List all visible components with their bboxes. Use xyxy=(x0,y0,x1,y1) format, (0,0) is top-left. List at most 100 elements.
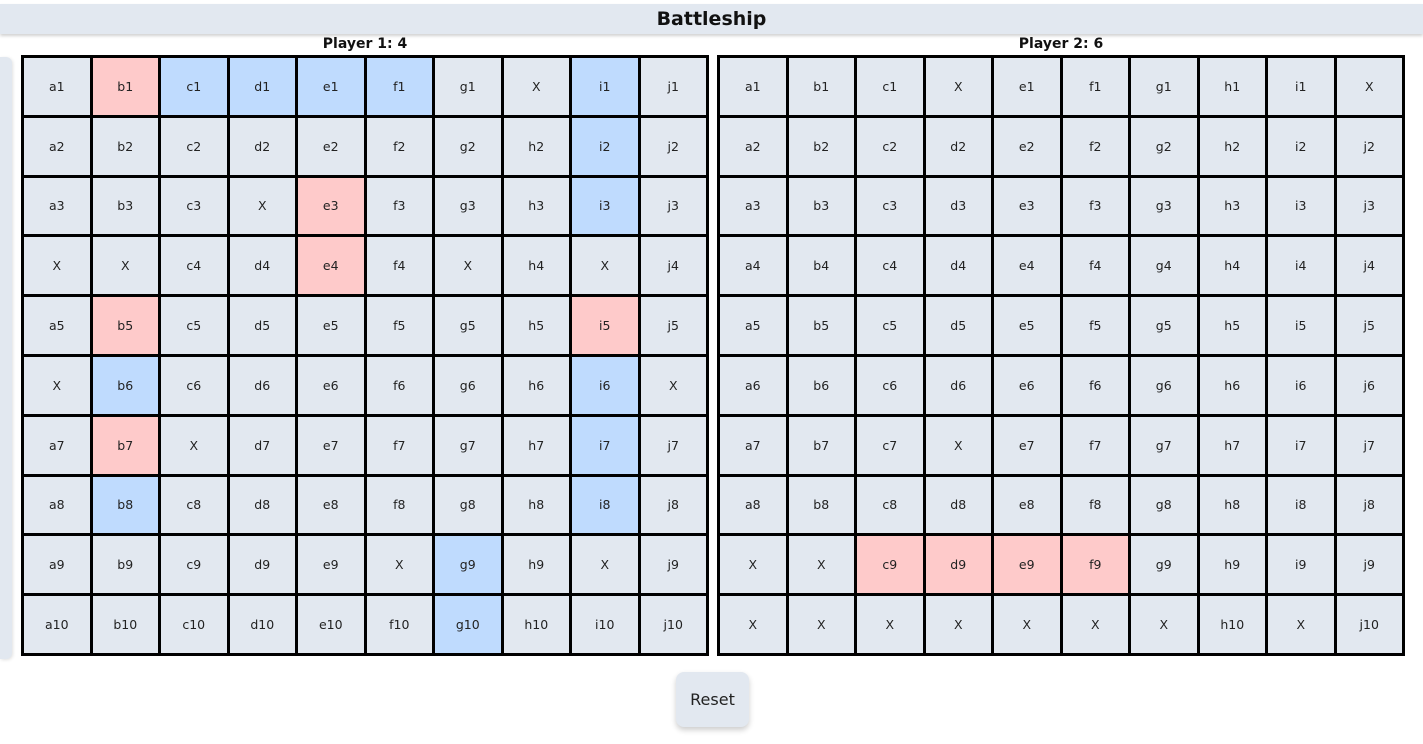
board-cell[interactable]: j9 xyxy=(640,536,706,594)
board-cell[interactable]: i2 xyxy=(1268,117,1334,175)
board-cell[interactable]: c1 xyxy=(161,58,227,115)
board-cell[interactable]: g1 xyxy=(1131,58,1197,115)
board-cell[interactable]: X xyxy=(925,416,991,474)
board-cell[interactable]: j10 xyxy=(640,596,706,653)
board-cell[interactable]: g3 xyxy=(435,177,501,235)
board-cell[interactable]: i8 xyxy=(1268,476,1334,534)
board-cell[interactable]: d2 xyxy=(925,117,991,175)
board-cell[interactable]: f8 xyxy=(366,476,432,534)
board-cell[interactable]: a7 xyxy=(720,416,786,474)
board-cell[interactable]: X xyxy=(1062,596,1128,653)
board-cell[interactable]: X xyxy=(1336,58,1402,115)
board-cell[interactable]: e9 xyxy=(994,536,1060,594)
board-cell[interactable]: g1 xyxy=(435,58,501,115)
board-cell[interactable]: c7 xyxy=(857,416,923,474)
board-cell[interactable]: i10 xyxy=(572,596,638,653)
board-cell[interactable]: f9 xyxy=(1062,536,1128,594)
board-cell[interactable]: j7 xyxy=(1336,416,1402,474)
board-cell[interactable]: j2 xyxy=(640,117,706,175)
board-cell[interactable]: i6 xyxy=(572,356,638,414)
board-cell[interactable]: b8 xyxy=(92,476,158,534)
board-cell[interactable]: X xyxy=(925,596,991,653)
board-cell[interactable]: X xyxy=(435,237,501,295)
board-cell[interactable]: d7 xyxy=(229,416,295,474)
board-cell[interactable]: X xyxy=(720,536,786,594)
board-cell[interactable]: j1 xyxy=(640,58,706,115)
board-cell[interactable]: h9 xyxy=(1199,536,1265,594)
board-cell[interactable]: c10 xyxy=(161,596,227,653)
board-cell[interactable]: a2 xyxy=(24,117,90,175)
board-cell[interactable]: h1 xyxy=(1199,58,1265,115)
board-cell[interactable]: e8 xyxy=(994,476,1060,534)
board-cell[interactable]: e10 xyxy=(298,596,364,653)
board-cell[interactable]: d4 xyxy=(229,237,295,295)
board-cell[interactable]: d1 xyxy=(229,58,295,115)
board-cell[interactable]: j8 xyxy=(1336,476,1402,534)
board-cell[interactable]: d8 xyxy=(925,476,991,534)
reset-button[interactable]: Reset xyxy=(676,672,749,727)
board-cell[interactable]: g8 xyxy=(435,476,501,534)
board-cell[interactable]: d5 xyxy=(925,297,991,354)
board-cell[interactable]: X xyxy=(788,596,854,653)
board-cell[interactable]: b5 xyxy=(92,297,158,354)
board-cell[interactable]: X xyxy=(161,416,227,474)
board-cell[interactable]: h9 xyxy=(503,536,569,594)
board-cell[interactable]: c9 xyxy=(161,536,227,594)
board-cell[interactable]: h8 xyxy=(1199,476,1265,534)
board-cell[interactable]: X xyxy=(572,237,638,295)
board-cell[interactable]: f7 xyxy=(366,416,432,474)
board-cell[interactable]: j10 xyxy=(1336,596,1402,653)
board-cell[interactable]: j2 xyxy=(1336,117,1402,175)
board-cell[interactable]: j3 xyxy=(1336,177,1402,235)
board-cell[interactable]: c3 xyxy=(161,177,227,235)
board-cell[interactable]: f1 xyxy=(1062,58,1128,115)
board-cell[interactable]: g6 xyxy=(435,356,501,414)
board-cell[interactable]: e8 xyxy=(298,476,364,534)
board-cell[interactable]: X xyxy=(925,58,991,115)
board-cell[interactable]: X xyxy=(503,58,569,115)
board-cell[interactable]: h3 xyxy=(503,177,569,235)
board-cell[interactable]: h6 xyxy=(503,356,569,414)
board-cell[interactable]: i6 xyxy=(1268,356,1334,414)
board-cell[interactable]: e5 xyxy=(994,297,1060,354)
board-cell[interactable]: h5 xyxy=(503,297,569,354)
board-cell[interactable]: a1 xyxy=(24,58,90,115)
board-cell[interactable]: i2 xyxy=(572,117,638,175)
board-cell[interactable]: a9 xyxy=(24,536,90,594)
board-cell[interactable]: i3 xyxy=(572,177,638,235)
board-cell[interactable]: c6 xyxy=(857,356,923,414)
board-cell[interactable]: b7 xyxy=(788,416,854,474)
board-cell[interactable]: h3 xyxy=(1199,177,1265,235)
board-cell[interactable]: h4 xyxy=(1199,237,1265,295)
board-cell[interactable]: e1 xyxy=(298,58,364,115)
board-cell[interactable]: a10 xyxy=(24,596,90,653)
board-cell[interactable]: f2 xyxy=(366,117,432,175)
board-cell[interactable]: a3 xyxy=(24,177,90,235)
board-cell[interactable]: f4 xyxy=(366,237,432,295)
board-cell[interactable]: c2 xyxy=(857,117,923,175)
board-cell[interactable]: c8 xyxy=(161,476,227,534)
board-cell[interactable]: b2 xyxy=(92,117,158,175)
board-cell[interactable]: g5 xyxy=(435,297,501,354)
board-cell[interactable]: h6 xyxy=(1199,356,1265,414)
board-cell[interactable]: b3 xyxy=(788,177,854,235)
board-cell[interactable]: i5 xyxy=(572,297,638,354)
board-cell[interactable]: g4 xyxy=(1131,237,1197,295)
board-cell[interactable]: j5 xyxy=(1336,297,1402,354)
board-cell[interactable]: i8 xyxy=(572,476,638,534)
board-cell[interactable]: h7 xyxy=(503,416,569,474)
board-cell[interactable]: X xyxy=(229,177,295,235)
board-cell[interactable]: c5 xyxy=(857,297,923,354)
board-cell[interactable]: j9 xyxy=(1336,536,1402,594)
board-cell[interactable]: X xyxy=(994,596,1060,653)
board-cell[interactable]: X xyxy=(640,356,706,414)
board-cell[interactable]: b1 xyxy=(92,58,158,115)
board-cell[interactable]: h10 xyxy=(1199,596,1265,653)
board-cell[interactable]: e4 xyxy=(298,237,364,295)
board-cell[interactable]: j6 xyxy=(1336,356,1402,414)
board-cell[interactable]: g9 xyxy=(435,536,501,594)
board-cell[interactable]: b8 xyxy=(788,476,854,534)
board-cell[interactable]: a4 xyxy=(720,237,786,295)
board-cell[interactable]: f5 xyxy=(366,297,432,354)
board-cell[interactable]: f5 xyxy=(1062,297,1128,354)
